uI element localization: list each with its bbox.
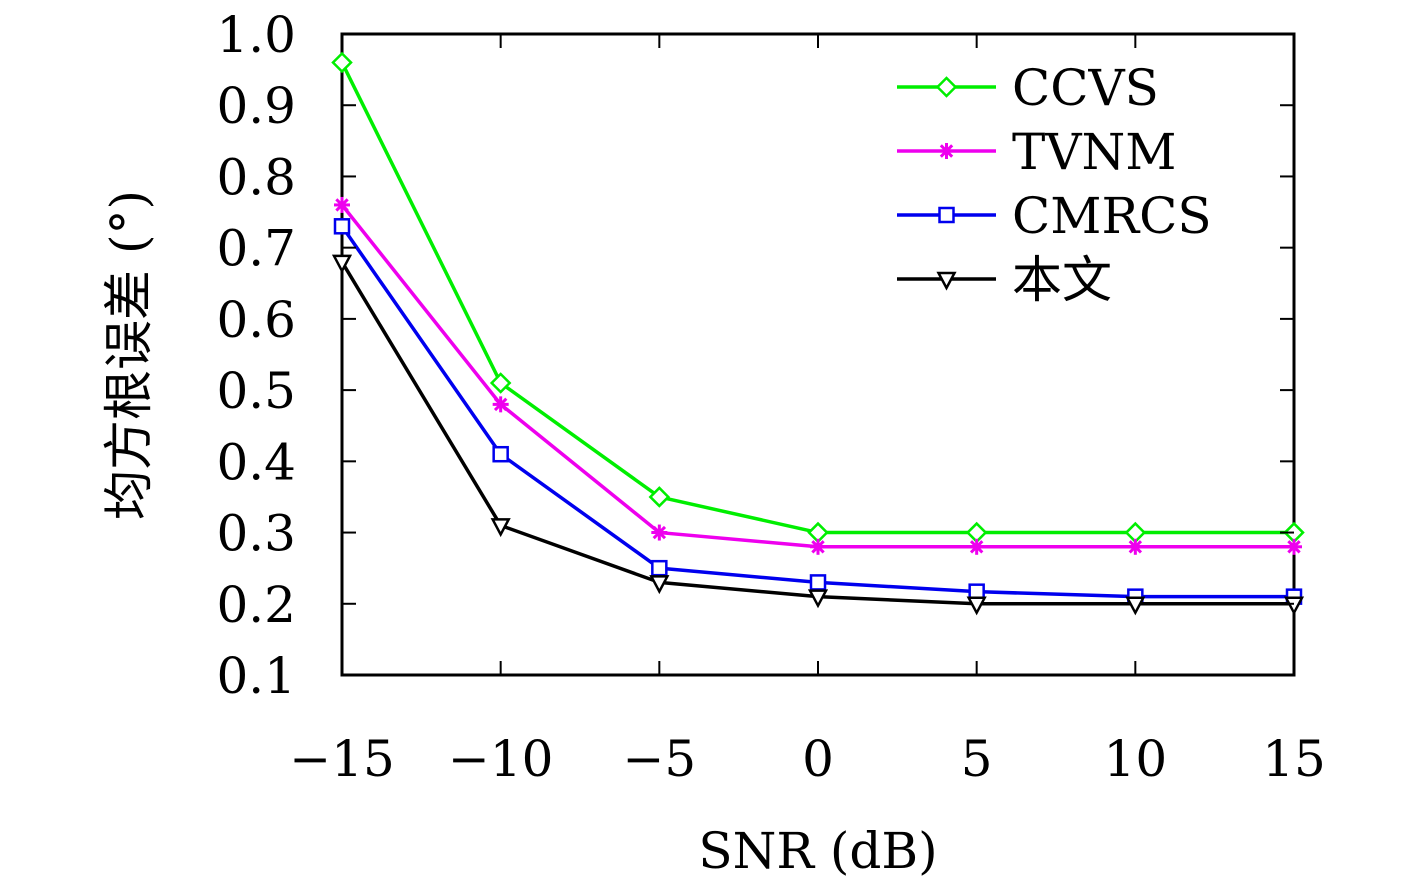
y-tick-label: 0.8 [216, 148, 296, 206]
legend-marker [938, 206, 955, 224]
data-point [1286, 538, 1302, 555]
series-4 [331, 254, 1305, 616]
data-point [490, 518, 511, 538]
ticks-layer: −15 −10 −5 0 5 10 15 0.1 0.2 0.3 0.4 0.5 0.6 0.7 0.8 0.… [216, 6, 1325, 788]
data-point [333, 218, 351, 235]
legend-entry: 本文 [897, 251, 1112, 309]
y-tick-label: 0.9 [216, 77, 296, 135]
data-point [807, 589, 829, 609]
legend-marker [936, 271, 957, 291]
x-tick-label: 15 [1262, 730, 1326, 788]
legend-label: 本文 [1012, 251, 1112, 309]
legend-marker [938, 143, 955, 159]
y-tick-label: 0.3 [216, 505, 296, 563]
data-point [651, 559, 668, 577]
y-tick-label: 0.5 [216, 362, 296, 420]
data-point [492, 445, 509, 463]
y-tick-label: 0.4 [216, 433, 296, 491]
data-point [1283, 596, 1305, 616]
data-point [492, 396, 509, 413]
data-point [648, 486, 671, 508]
data-point [334, 196, 350, 213]
data-point [651, 524, 668, 541]
x-axis-title: SNR (dB) [698, 822, 937, 880]
x-tick-label: −5 [622, 730, 696, 788]
legend: CCVS TVNM CMRCS 本文 [897, 59, 1212, 309]
data-point [809, 574, 827, 591]
x-tick-label: −10 [448, 730, 554, 788]
series-layer [331, 51, 1305, 616]
legend-entry: CCVS [897, 59, 1159, 117]
legend-label: CCVS [1012, 59, 1159, 117]
y-tick-label: 0.1 [216, 647, 296, 705]
x-tick-label: 5 [961, 730, 993, 788]
data-point [489, 372, 512, 394]
legend-entry: TVNM [897, 123, 1176, 181]
data-point [810, 538, 826, 555]
legend-label: TVNM [1012, 123, 1176, 181]
series-1 [331, 51, 1305, 544]
data-point [1125, 596, 1146, 616]
x-tick-label: −15 [289, 730, 395, 788]
data-point [966, 596, 987, 616]
y-tick-label: 0.6 [216, 291, 296, 349]
y-tick-label: 0.7 [216, 220, 296, 278]
x-tick-label: 10 [1104, 730, 1168, 788]
legend-entry: CMRCS [897, 187, 1212, 245]
series-2 [334, 196, 1302, 555]
y-tick-label: 0.2 [216, 576, 296, 634]
data-point [968, 538, 985, 555]
data-point [1127, 538, 1144, 555]
y-axis-title: 均方根误差 (°) [100, 190, 158, 520]
x-tick-label: 0 [802, 730, 834, 788]
legend-label: CMRCS [1012, 187, 1212, 245]
series-line [340, 203, 1294, 549]
data-point [331, 254, 353, 274]
legend-marker [935, 76, 958, 98]
data-point [331, 51, 353, 74]
data-point [649, 575, 670, 595]
y-tick-label: 1.0 [216, 6, 296, 64]
